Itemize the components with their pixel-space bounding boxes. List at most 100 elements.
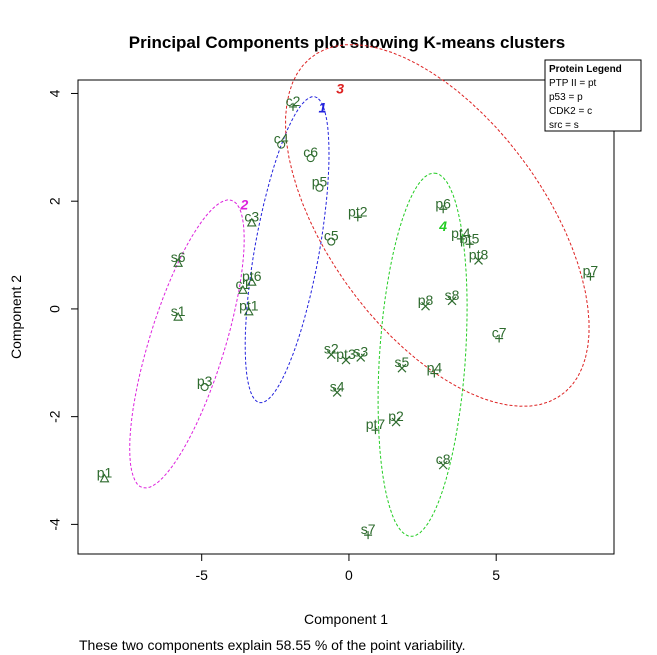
legend-item-cdk2: CDK2 = c <box>549 106 592 117</box>
point-p8: p8 <box>418 292 434 311</box>
cross-marker <box>397 363 407 373</box>
circle-marker <box>327 237 336 246</box>
cross-marker <box>332 387 342 397</box>
point-pt5: pt5 <box>460 230 480 249</box>
triangle-marker <box>237 284 248 294</box>
point-p3: p3 <box>197 373 213 392</box>
triangle-marker <box>173 311 184 321</box>
point-c5: c5 <box>324 228 339 246</box>
cluster-2-ellipse <box>129 199 245 489</box>
point-label: p1 <box>97 465 113 481</box>
circle-marker <box>306 154 315 163</box>
y-tick-label: -2 <box>47 410 63 423</box>
point-label: p4 <box>427 360 443 376</box>
cluster-4-label: 4 <box>438 218 447 234</box>
plus-marker <box>430 369 439 378</box>
y-axis-ticks: -4 -2 0 2 4 <box>47 89 79 531</box>
point-p4: p4 <box>427 360 443 378</box>
point-label: c2 <box>286 93 301 109</box>
point-pt8: pt8 <box>469 246 488 265</box>
point-c1: c1 <box>236 276 251 294</box>
point-s6: s6 <box>171 249 186 267</box>
y-tick-label: 0 <box>47 305 63 313</box>
point-label: pt6 <box>242 268 262 284</box>
point-p6: p6 <box>435 195 451 214</box>
plus-marker <box>364 531 373 540</box>
point-p5: p5 <box>312 174 328 192</box>
triangle-marker <box>173 258 184 267</box>
point-label: p8 <box>418 292 434 308</box>
point-label: pt2 <box>348 203 368 219</box>
plus-marker <box>495 334 504 343</box>
point-s7: s7 <box>361 521 376 540</box>
point-label: p5 <box>312 174 328 190</box>
point-label: c8 <box>436 451 451 467</box>
point-c4: c4 <box>274 131 289 149</box>
point-label: pt5 <box>460 230 480 246</box>
x-tick-label: -5 <box>195 567 208 583</box>
point-p1: p1 <box>97 465 113 483</box>
point-pt2: pt2 <box>348 203 368 222</box>
y-tick-label: 2 <box>47 197 63 205</box>
triangle-marker <box>99 473 110 483</box>
cluster-1-ellipse <box>244 96 330 404</box>
point-s3: s3 <box>353 343 368 362</box>
point-label: s2 <box>324 341 339 357</box>
plus-marker <box>371 426 380 435</box>
point-label: c5 <box>324 228 339 244</box>
y-tick-label: 4 <box>47 89 63 97</box>
point-pt6: pt6 <box>242 268 262 286</box>
x-axis-ticks: -5 0 5 <box>195 553 500 583</box>
point-pt1: pt1 <box>239 298 259 316</box>
cluster-3-label: 3 <box>336 80 344 96</box>
point-label: pt1 <box>239 298 259 314</box>
cross-marker <box>474 256 483 265</box>
point-pt3: pt3 <box>336 346 356 365</box>
point-label: s6 <box>171 249 186 265</box>
cross-marker <box>341 355 351 365</box>
point-label: c1 <box>236 276 251 292</box>
legend-item-p53: p53 = p <box>549 92 583 103</box>
point-s8: s8 <box>445 287 460 306</box>
point-label: p6 <box>435 195 451 211</box>
point-label: s7 <box>361 521 376 537</box>
circle-marker <box>315 183 324 192</box>
cluster-4-ellipse <box>377 172 468 537</box>
point-c2: c2 <box>286 93 301 111</box>
cross-marker <box>326 350 336 360</box>
cross-marker <box>356 352 366 362</box>
point-label: s5 <box>395 354 410 370</box>
point-p2: p2 <box>388 408 404 427</box>
legend-box <box>544 59 642 132</box>
point-label: pt3 <box>336 346 356 362</box>
point-pt7: pt7 <box>366 416 385 435</box>
point-label: p3 <box>197 373 213 389</box>
plus-marker <box>439 205 448 214</box>
cross-marker <box>391 417 401 427</box>
point-s5: s5 <box>395 354 410 373</box>
point-p7: p7 <box>583 263 598 281</box>
point-c7: c7 <box>492 325 507 343</box>
point-c3: c3 <box>244 209 259 227</box>
plus-marker <box>456 234 465 243</box>
point-label: s1 <box>171 303 186 319</box>
plus-marker <box>465 240 474 249</box>
point-label: s8 <box>445 287 460 303</box>
point-label: c7 <box>492 325 507 341</box>
point-label: p2 <box>388 408 404 424</box>
plus-marker <box>288 102 297 111</box>
y-tick-label: -4 <box>47 518 63 531</box>
triangle-marker <box>243 306 254 316</box>
legend-item-ptp: PTP II = pt <box>549 78 597 89</box>
point-label: c3 <box>244 209 259 225</box>
protein-legend: Protein Legend PTP II = pt p53 = p CDK2 … <box>544 59 642 132</box>
point-pt4: pt4 <box>451 225 471 243</box>
legend-title: Protein Legend <box>549 64 622 75</box>
x-tick-label: 5 <box>492 567 500 583</box>
point-label: s4 <box>330 378 345 394</box>
cross-marker <box>447 296 457 306</box>
point-c6: c6 <box>303 144 318 163</box>
circle-marker <box>200 382 209 392</box>
